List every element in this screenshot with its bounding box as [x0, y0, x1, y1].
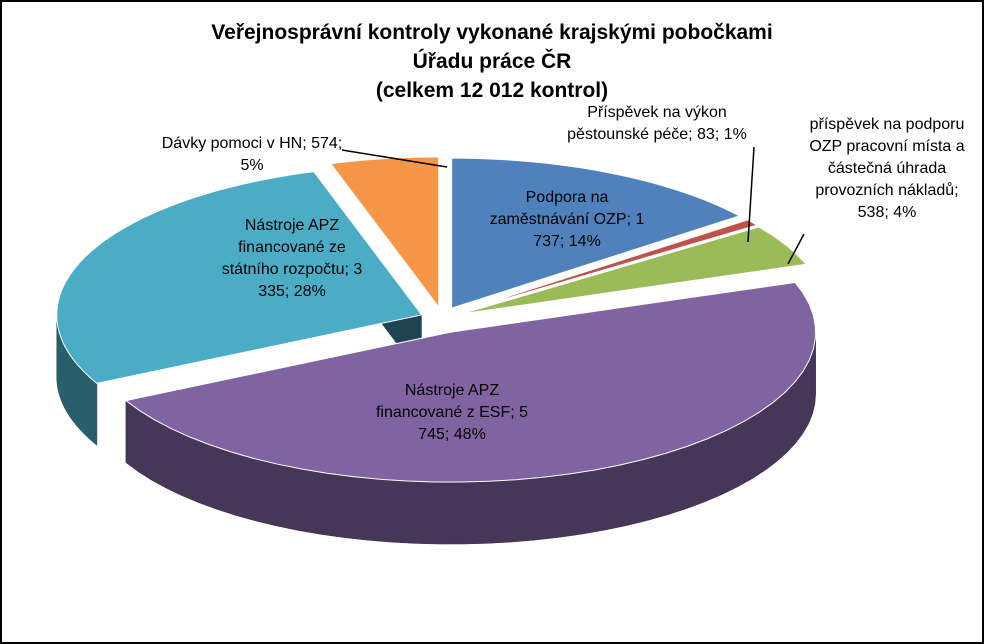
label-name: příspěvek na podporu OZP pracovní místa …: [809, 116, 965, 199]
label-separator: ;: [954, 182, 959, 199]
label-separator: ;: [337, 135, 343, 152]
tops: [56, 156, 816, 483]
slice: [329, 156, 440, 309]
leader-line: [787, 233, 805, 265]
label-separator: ;: [559, 233, 569, 250]
slice: [124, 281, 816, 483]
label-separator: ;: [626, 211, 636, 228]
label-value: 1 737: [533, 211, 645, 250]
label-name: Dávky pomoci v HN: [161, 135, 303, 152]
label-name: Nástroje APZ financované z ESF: [375, 382, 511, 421]
label-value: 538: [857, 204, 885, 221]
label-value: 574: [311, 135, 338, 152]
label-percent: 48%: [453, 426, 486, 443]
label-name: Příspěvek na výkon pěstounské péče: [567, 104, 727, 143]
slice: [56, 171, 423, 384]
label-value: 83: [697, 126, 715, 143]
label-percent: 5%: [240, 157, 264, 174]
data-label: Dávky pomoci v HN; 574; 5%: [157, 133, 347, 177]
label-percent: 1%: [723, 126, 747, 143]
label-percent: 28%: [293, 283, 326, 300]
leader-line: [341, 149, 448, 168]
label-separator: ;: [688, 126, 698, 143]
label-name: Podpora na zaměstnávání OZP: [489, 189, 627, 228]
label-name: Nástroje APZ financované ze státního roz…: [221, 217, 346, 278]
data-label: příspěvek na podporu OZP pracovní místa …: [805, 114, 970, 224]
slice: [461, 226, 807, 315]
label-percent: 4%: [893, 204, 917, 221]
label-separator: ;: [444, 426, 454, 443]
leader-line: [747, 146, 755, 243]
label-value: 3 335: [258, 261, 363, 300]
label-separator: ;: [344, 261, 354, 278]
label-value: 5 745: [418, 404, 529, 443]
slice: [451, 157, 741, 309]
label-separator: ;: [284, 283, 294, 300]
label-separator: ;: [884, 204, 894, 221]
data-label: Příspěvek na výkon pěstounské péče; 83; …: [562, 102, 752, 146]
chart-title: Veřejnosprávní kontroly vykonané krajský…: [211, 21, 773, 102]
label-separator: ;: [302, 135, 312, 152]
label-separator: ;: [510, 404, 520, 421]
label-separator: ;: [714, 126, 724, 143]
data-label: Nástroje APZ financované z ESF; 5 745; 4…: [362, 380, 542, 446]
data-label: Podpora na zaměstnávání OZP; 1 737; 14%: [480, 187, 655, 253]
data-label: Nástroje APZ financované ze státního roz…: [212, 215, 372, 303]
label-percent: 14%: [568, 233, 601, 250]
